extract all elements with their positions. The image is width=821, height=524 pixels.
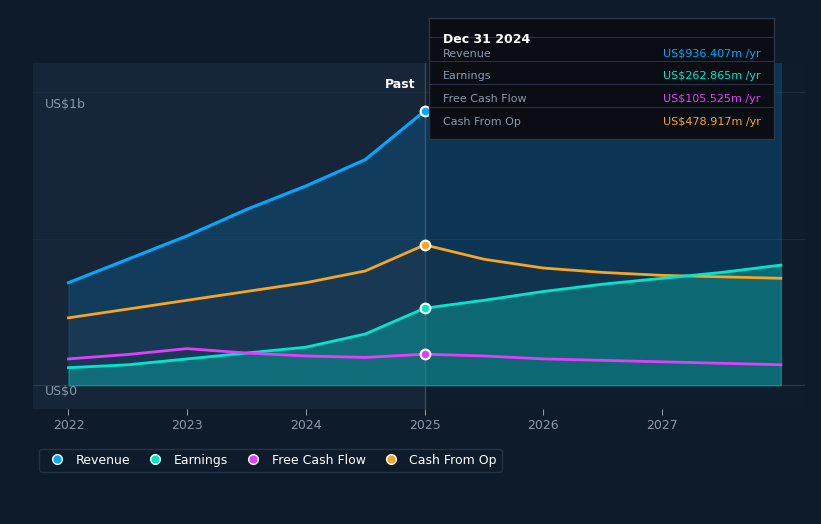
Text: Revenue: Revenue [443,49,492,60]
Text: US$105.525m /yr: US$105.525m /yr [663,94,760,104]
Text: US$1b: US$1b [44,98,85,111]
Text: Earnings: Earnings [443,71,492,81]
Bar [424,63,805,409]
Text: Free Cash Flow: Free Cash Flow [443,94,527,104]
Legend: Revenue, Earnings, Free Cash Flow, Cash From Op: Revenue, Earnings, Free Cash Flow, Cash … [39,449,502,472]
Text: Past: Past [385,78,415,91]
Bar [33,63,424,409]
Text: Analysts Forecasts: Analysts Forecasts [434,78,551,91]
Text: US$262.865m /yr: US$262.865m /yr [663,71,760,81]
Text: US$0: US$0 [44,385,77,398]
Text: Cash From Op: Cash From Op [443,117,521,127]
Text: US$478.917m /yr: US$478.917m /yr [663,117,760,127]
Text: Dec 31 2024: Dec 31 2024 [443,33,530,46]
Text: US$936.407m /yr: US$936.407m /yr [663,49,760,60]
